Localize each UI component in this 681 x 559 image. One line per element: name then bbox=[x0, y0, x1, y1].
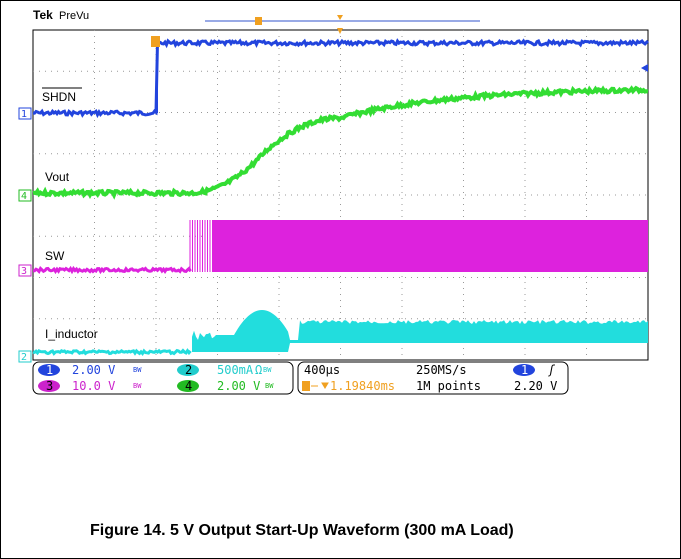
channel-marker: 1 bbox=[21, 109, 27, 120]
bw: BW bbox=[265, 382, 274, 390]
trace-label: SW bbox=[45, 249, 65, 263]
trigger-source: 1 bbox=[521, 363, 528, 377]
scale: 500mA bbox=[217, 363, 254, 377]
channel-marker: 2 bbox=[21, 352, 27, 363]
page: Tek PreVu SHDN Vout SW I_inductor 1 4 3 … bbox=[0, 0, 681, 559]
scale: 2.00 V bbox=[72, 363, 115, 377]
impedance: Ω bbox=[255, 363, 262, 377]
scale: 2.00 V bbox=[217, 379, 260, 393]
trace-label: SHDN bbox=[42, 90, 76, 104]
record-length: 1M points bbox=[416, 379, 481, 393]
mode: PreVu bbox=[59, 10, 89, 22]
trace-label: Vout bbox=[45, 170, 70, 184]
badge: 4 bbox=[185, 379, 192, 393]
trigger-level: 2.20 V bbox=[514, 379, 557, 393]
brand: Tek bbox=[33, 8, 53, 22]
badge: 2 bbox=[185, 363, 192, 377]
badge: 3 bbox=[46, 379, 53, 393]
channel-marker: 4 bbox=[21, 191, 27, 202]
bw: BW bbox=[133, 366, 142, 374]
record-trigger bbox=[255, 17, 262, 25]
readouts: 1 2.00 V BW 2 500mA Ω BW 3 10.0 V BW 4 2… bbox=[33, 362, 568, 394]
trace-label: I_inductor bbox=[45, 327, 98, 341]
bw: BW bbox=[133, 382, 142, 390]
badge: 1 bbox=[46, 363, 53, 377]
sw-band bbox=[212, 220, 648, 272]
bw: BW bbox=[263, 366, 272, 374]
channel-marker: 3 bbox=[21, 266, 27, 277]
sample-rate: 250MS/s bbox=[416, 363, 467, 377]
trigger-marker bbox=[151, 36, 160, 47]
trigger-slope: ʃ bbox=[548, 363, 555, 377]
scale: 10.0 V bbox=[72, 379, 115, 393]
caption: Figure 14. 5 V Output Start-Up Waveform … bbox=[90, 522, 514, 539]
time-per-div: 400µs bbox=[304, 363, 340, 377]
trigger-position: 1.19840ms bbox=[330, 379, 395, 393]
